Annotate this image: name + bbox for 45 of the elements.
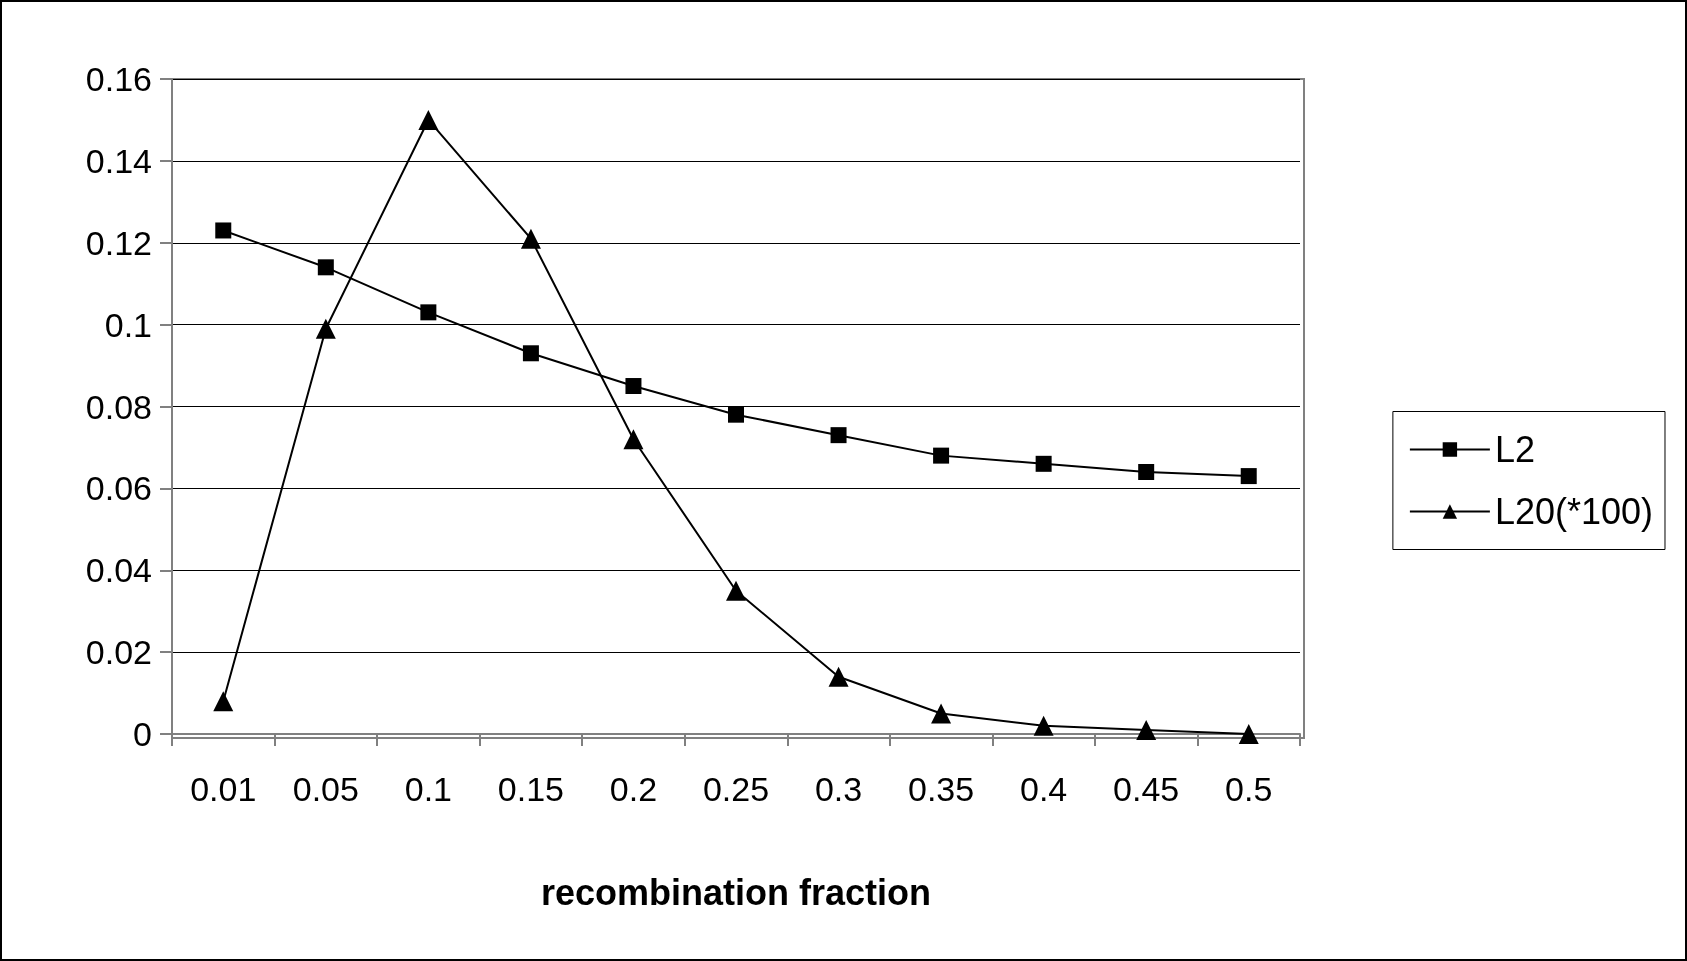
y-tick-label: 0 (133, 715, 152, 753)
point (828, 666, 849, 687)
point (315, 318, 336, 339)
point (1238, 724, 1259, 744)
point (830, 427, 847, 444)
point (418, 109, 439, 130)
point (1033, 715, 1054, 736)
x-tick-label: 0.05 (292, 770, 359, 808)
x-tick-label: 0.25 (702, 770, 770, 808)
x-tick-label: 0.35 (908, 770, 975, 808)
x-tick-label: 0.2 (609, 770, 658, 808)
y-tick-label: 0.08 (85, 387, 152, 426)
x-tick-label: 0.4 (1020, 770, 1068, 808)
y-tick-label: 0.16 (85, 60, 152, 98)
x-axis-title: recombination fraction (540, 871, 932, 913)
point (1138, 464, 1155, 480)
point (317, 259, 334, 276)
point (213, 691, 234, 712)
x-tick-label: 0.5 (1225, 770, 1273, 808)
legend-label: L2 (1494, 429, 1535, 470)
point (520, 228, 541, 249)
y-tick-label: 0.04 (85, 551, 152, 590)
point (1136, 719, 1157, 740)
point (1240, 468, 1257, 485)
legend-label: L20(*100) (1494, 491, 1654, 532)
point (728, 406, 744, 423)
x-tick-label: 0.1 (404, 770, 452, 808)
point (420, 304, 437, 321)
x-tick-label: 0.45 (1113, 770, 1180, 808)
y-tick-label: 0.14 (85, 141, 152, 180)
point (933, 447, 950, 464)
y-tick-label: 0.02 (85, 633, 152, 672)
point (931, 703, 952, 724)
point (625, 378, 642, 395)
x-tick-label: 0.3 (814, 770, 863, 808)
x-tick-label: 0.15 (497, 770, 564, 808)
y-tick-label: 0.1 (104, 305, 152, 344)
y-tick-label: 0.06 (85, 469, 152, 508)
point (623, 429, 644, 450)
point (1035, 455, 1052, 472)
point (522, 345, 539, 362)
y-tick-label: 0.12 (85, 223, 152, 262)
point (215, 222, 232, 239)
point (726, 580, 746, 601)
x-tick-label: 0.01 (190, 770, 257, 808)
